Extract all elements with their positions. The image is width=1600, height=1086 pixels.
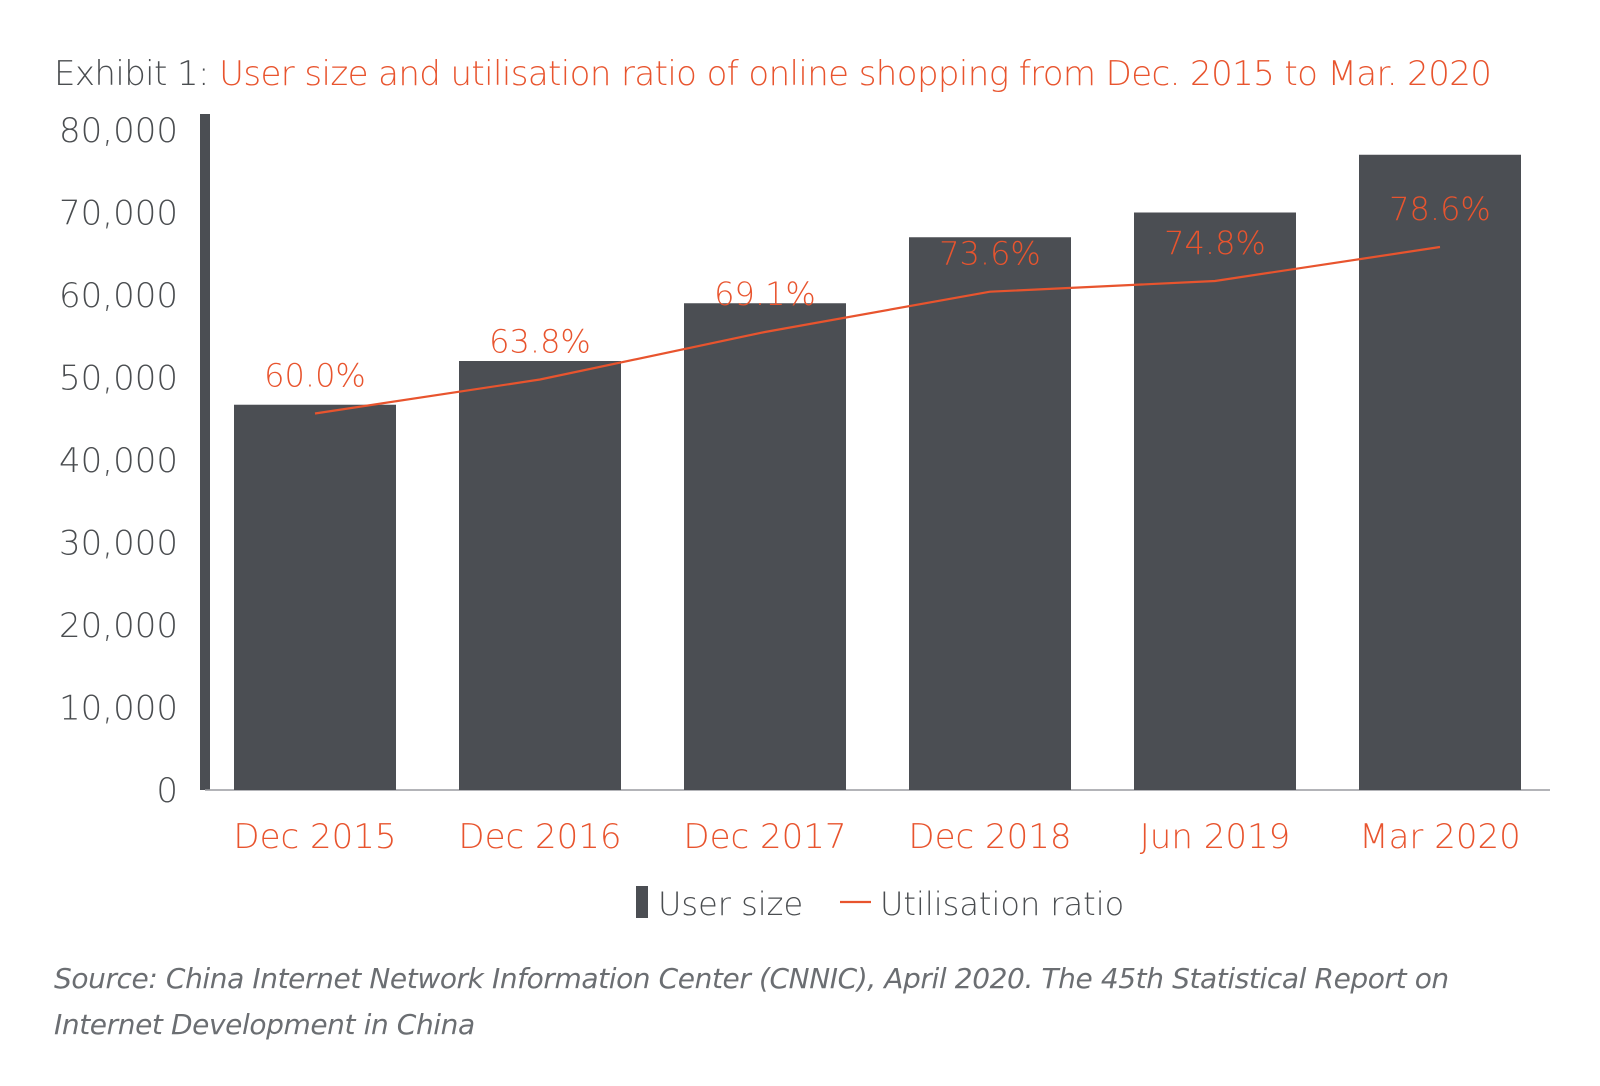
bar: [234, 404, 396, 790]
ratio-data-label: 69.1%: [714, 275, 816, 313]
x-tick-label: Jun 2019: [1140, 817, 1290, 857]
x-tick-label: Mar 2020: [1359, 817, 1520, 857]
ratio-data-label: 63.8%: [489, 322, 591, 360]
x-tick-label: Dec 2015: [233, 817, 396, 857]
bars: [234, 154, 1521, 790]
x-tick-label: Dec 2017: [683, 817, 846, 857]
y-axis-bar: [200, 114, 210, 790]
y-tick-label: 20,000: [59, 606, 178, 646]
utilisation-ratio-labels: 60.0% 63.8% 69.1% 73.6% 74.8% 78.6%: [264, 190, 1491, 395]
y-tick-label: 0: [156, 771, 178, 811]
ratio-data-label: 73.6%: [939, 235, 1041, 273]
y-tick-label: 50,000: [59, 359, 178, 399]
source-note: Source: China Internet Network Informati…: [54, 962, 1449, 1041]
x-tick-labels: Dec 2015 Dec 2016 Dec 2017 Dec 2018 Jun 2019…: [233, 817, 1520, 857]
y-tick-label: 80,000: [59, 111, 178, 151]
bar: [909, 237, 1071, 790]
title-text: User size and utilisation ratio of onlin…: [219, 54, 1492, 94]
utilisation-ratio-line: [314, 245, 1441, 415]
y-tick-label: 60,000: [59, 276, 178, 316]
ratio-data-label: 78.6%: [1389, 190, 1491, 228]
ratio-data-label: 74.8%: [1164, 224, 1266, 262]
legend-line-label: Utilisation ratio: [880, 885, 1124, 923]
y-tick-label: 40,000: [59, 441, 178, 481]
chart-title: Exhibit 1: User size and utilisation rat…: [54, 54, 1492, 94]
legend: User size Utilisation ratio: [636, 885, 1124, 923]
title-prefix: Exhibit 1:: [54, 54, 209, 94]
y-tick-label: 10,000: [59, 689, 178, 729]
y-tick-label: 70,000: [59, 194, 178, 234]
y-tick-labels: 0 10,000 20,000 30,000 40,000 50,000 60,000 70,…: [59, 111, 178, 811]
bar: [1359, 154, 1521, 790]
bar: [459, 361, 621, 790]
y-tick-label: 30,000: [59, 524, 178, 564]
x-tick-label: Dec 2018: [908, 817, 1071, 857]
bar: [684, 303, 846, 790]
bar: [1134, 212, 1296, 790]
ratio-data-label: 60.0%: [264, 356, 366, 394]
legend-bar-label: User size: [658, 885, 803, 923]
legend-bar-swatch: [636, 886, 648, 918]
x-tick-label: Dec 2016: [458, 817, 621, 857]
